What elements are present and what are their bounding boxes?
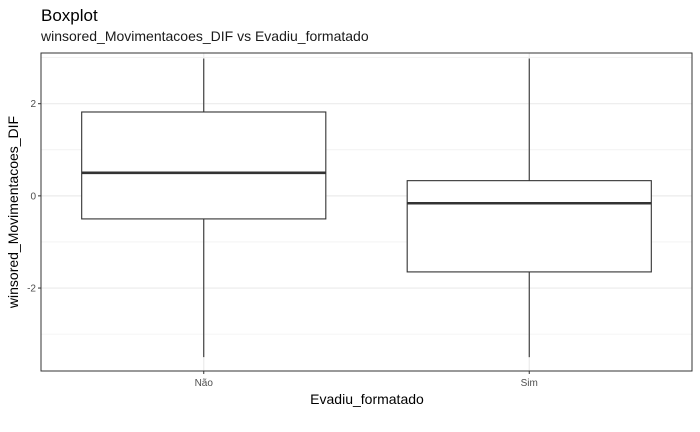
box-1	[81, 58, 327, 358]
x-tick-label: Sim	[521, 378, 538, 389]
y-tick-label: 2	[30, 99, 36, 110]
x-axis-title: Evadiu_formatado	[310, 391, 424, 407]
box-2	[406, 58, 652, 358]
y-tick-label: 0	[30, 191, 36, 202]
iqr-box	[406, 180, 652, 273]
x-tick-label: Não	[195, 378, 214, 389]
panel-border	[40, 52, 693, 372]
y-tick-label: -2	[27, 284, 36, 295]
iqr-box	[81, 111, 327, 220]
boxes	[81, 58, 652, 358]
axes: -2 0 2 Não Sim	[27, 99, 538, 389]
chart-subtitle: winsored_Movimentacoes_DIF vs Evadiu_for…	[40, 28, 369, 44]
y-axis-title: winsored_Movimentacoes_DIF	[5, 116, 21, 309]
chart-title: Boxplot	[41, 6, 98, 25]
